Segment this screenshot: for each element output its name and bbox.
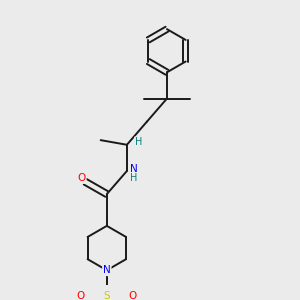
Text: N: N — [130, 164, 137, 173]
Text: H: H — [130, 173, 137, 183]
Text: H: H — [135, 137, 142, 147]
Text: S: S — [103, 291, 110, 300]
Text: N: N — [103, 265, 111, 275]
Text: O: O — [129, 291, 137, 300]
Text: O: O — [77, 291, 85, 300]
Text: O: O — [77, 173, 86, 183]
